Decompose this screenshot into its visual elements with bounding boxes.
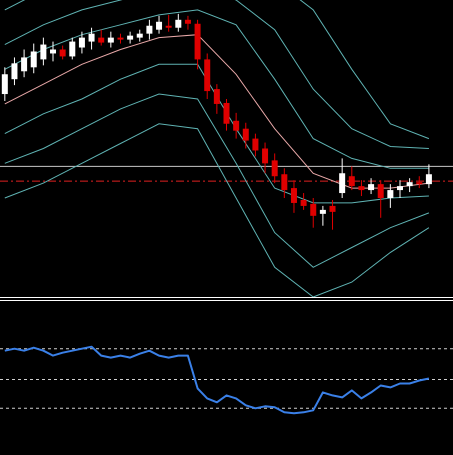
candle-body — [21, 57, 28, 72]
band-line — [4, 9, 429, 169]
candle-body — [339, 173, 346, 194]
candle-body — [290, 188, 297, 203]
candle-body — [281, 174, 288, 191]
candle-body — [396, 186, 403, 191]
candle-body — [30, 51, 37, 68]
candle-body — [348, 176, 355, 187]
candle-body — [59, 49, 66, 57]
candle-body — [175, 19, 182, 28]
candle-body — [11, 63, 18, 80]
candle-body — [213, 89, 220, 104]
candle-body — [204, 59, 211, 92]
candle-body — [252, 138, 259, 151]
band-line — [4, 0, 429, 149]
candle-body — [377, 184, 384, 198]
candle-body — [1, 74, 8, 95]
candle-body — [223, 102, 230, 124]
candle-body — [425, 174, 432, 185]
candle-body — [117, 37, 124, 40]
candle-body — [300, 199, 307, 206]
candle-body — [358, 186, 365, 191]
candle-body — [69, 41, 76, 57]
candle-body — [136, 33, 143, 38]
candle-body — [146, 25, 153, 34]
candle-body — [40, 44, 47, 60]
candle-body — [329, 205, 336, 212]
price-panel — [0, 0, 453, 297]
candle-body — [194, 23, 201, 60]
candle-body — [406, 182, 413, 187]
candle-body — [107, 37, 114, 43]
candle-body — [310, 203, 317, 216]
candle-body — [387, 190, 394, 198]
candle-body — [319, 209, 326, 214]
candle-body — [233, 120, 240, 131]
band-line — [4, 34, 429, 189]
candle-body — [78, 37, 85, 48]
candle-body — [262, 148, 269, 164]
candle-body — [127, 35, 134, 40]
candle-body — [50, 49, 57, 54]
band-line — [4, 123, 430, 297]
candle-body — [416, 182, 423, 185]
candle-body — [156, 21, 163, 30]
indicator-line — [4, 345, 430, 415]
candle-body — [242, 128, 249, 141]
candle-body — [368, 184, 375, 191]
candle-body — [271, 160, 278, 177]
candle-body — [98, 37, 105, 43]
candle-body — [165, 25, 172, 28]
indicator-panel — [0, 345, 453, 415]
band-line — [4, 93, 430, 268]
candle-body — [184, 19, 191, 24]
band-line — [4, 0, 430, 140]
candle-body — [88, 33, 95, 42]
